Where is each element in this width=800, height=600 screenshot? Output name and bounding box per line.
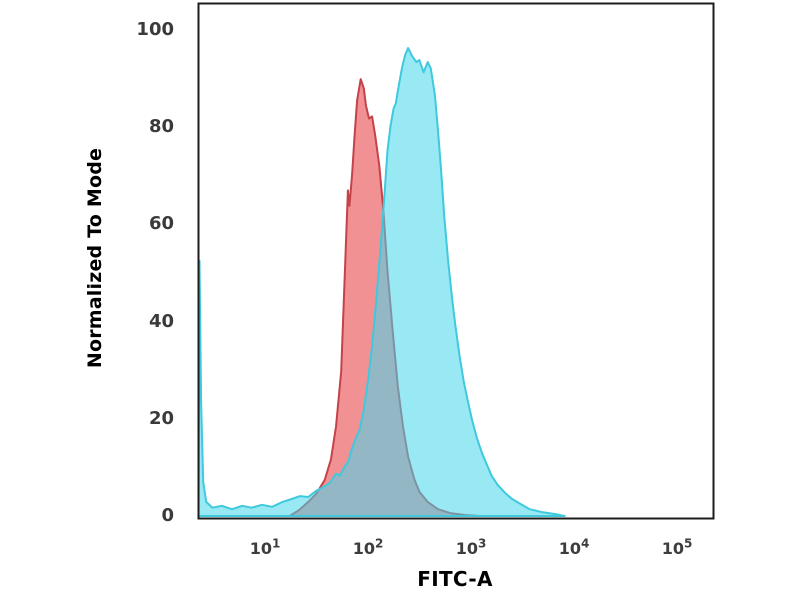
plot-frame <box>197 2 715 520</box>
x-tick-exponent: 1 <box>271 536 281 551</box>
x-tick-base: 10 <box>352 539 375 558</box>
x-tick-base: 10 <box>558 539 581 558</box>
y-tick-label-0: 0 <box>161 505 174 526</box>
x-tick-base: 10 <box>249 539 272 558</box>
x-tick-label-1e3: 103 <box>441 536 501 562</box>
x-tick-label-1e1: 101 <box>235 536 295 562</box>
x-tick-base: 10 <box>661 539 684 558</box>
cyan-histogram-curve <box>197 47 566 517</box>
x-tick-label-1e5: 105 <box>647 536 707 562</box>
y-tick-label-40: 40 <box>148 311 174 332</box>
x-tick-label-1e4: 104 <box>544 536 604 562</box>
y-tick-label-80: 80 <box>148 116 174 137</box>
y-tick-label-100: 100 <box>136 19 174 40</box>
x-tick-exponent: 5 <box>683 536 693 551</box>
x-tick-label-1e2: 102 <box>338 536 398 562</box>
x-tick-exponent: 2 <box>374 536 384 551</box>
x-tick-base: 10 <box>455 539 478 558</box>
y-tick-label-60: 60 <box>148 213 174 234</box>
x-tick-exponent: 4 <box>580 536 590 551</box>
x-tick-exponent: 3 <box>477 536 487 551</box>
x-axis-title: FITC-A <box>417 567 493 591</box>
y-axis-title: Normalized To Mode <box>84 147 106 369</box>
y-tick-label-20: 20 <box>148 408 174 429</box>
histogram-curves-layer <box>197 47 566 517</box>
